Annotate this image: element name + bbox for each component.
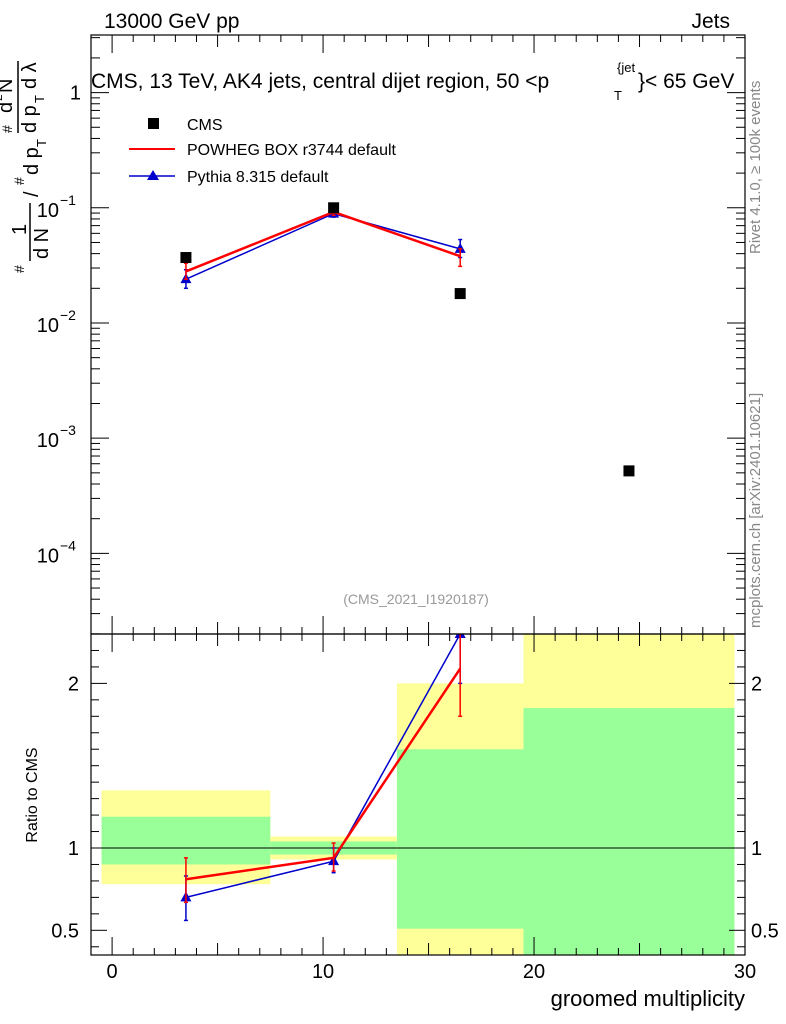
- ylabel-two: 2: [0, 94, 5, 101]
- main-pythia-marker-2: [454, 242, 466, 253]
- ratio-y-axis-label: Ratio to CMS: [24, 747, 41, 842]
- plot-title-main: CMS, 13 TeV, AK4 jets, central dijet reg…: [91, 70, 549, 93]
- main-y-tick-label-base-3: 10: [37, 200, 59, 222]
- main-cms-marker-2: [454, 288, 466, 300]
- ratio-panel: 0.5 0.51 12 20 10 20 30: [51, 633, 779, 983]
- ylabel-hash-1: #: [11, 265, 27, 273]
- main-y-tick-label-exp-1: −3: [60, 422, 76, 438]
- ylabel-d: d: [0, 102, 17, 113]
- x-tick-label-2: 20: [523, 961, 545, 983]
- ratio-band-inner-0: [101, 816, 271, 865]
- main-pythia-line: [185, 212, 461, 280]
- main-y-tick-label-base-2: 10: [37, 315, 59, 337]
- main-y-tick-label-base-1: 10: [37, 430, 59, 452]
- main-powheg-line: [185, 210, 461, 273]
- ylabel-dn: d N: [31, 228, 53, 259]
- ratio-band-inner-2: [396, 749, 524, 929]
- ratio-y-tick-label-1: 1: [68, 838, 79, 860]
- ylabel-n: N: [0, 79, 17, 93]
- main-y-tick-label-exp-3: −1: [60, 192, 76, 208]
- legend-pythia-marker: [147, 170, 159, 180]
- ratio-y-tick-label-right-0: 0.5: [751, 920, 779, 942]
- x-tick-label-0: 0: [107, 961, 118, 983]
- mcplots-url-label: mcplots.cern.ch [arXiv:2401.10621]: [747, 393, 764, 628]
- ylabel-dpt-2: d p: [19, 105, 41, 133]
- ylabel-hash-2: #: [11, 177, 27, 185]
- main-cms-marker-3: [623, 465, 635, 477]
- x-tick-label-3: 30: [734, 961, 756, 983]
- plot-title-subscript: T: [614, 88, 622, 103]
- main-y-axis-label: # 1 d N / # d p T # d 2 N d p T d λ: [0, 61, 53, 273]
- main-y-tick-label-4: 1: [70, 83, 81, 105]
- x-axis-label: groomed multiplicity: [551, 986, 745, 1011]
- ylabel-dlambda: d λ: [19, 62, 41, 89]
- ylabel-slash: /: [21, 191, 43, 197]
- main-y-tick-label-exp-2: −2: [60, 307, 76, 323]
- main-cms-marker-1: [328, 202, 340, 214]
- main-cms-marker-0: [180, 252, 192, 264]
- ylabel-t-sub-1: T: [34, 139, 49, 147]
- header-energy-label: 13000 GeV pp: [104, 10, 239, 33]
- ylabel-one: 1: [9, 224, 31, 235]
- main-y-tick-label-base-0: 10: [37, 545, 59, 567]
- plot-title-superscript: {jet: [617, 60, 635, 75]
- legend: CMS POWHEG BOX r3744 default Pythia 8.31…: [129, 117, 397, 186]
- ratio-y-tick-label-0: 0.5: [51, 920, 79, 942]
- legend-cms-label: CMS: [187, 117, 223, 134]
- legend-powheg-label: POWHEG BOX r3744 default: [187, 142, 397, 159]
- main-panel: 10 −410 −310 −210 −11: [37, 34, 746, 635]
- header-category-label: Jets: [691, 10, 730, 33]
- ratio-y-tick-label-right-1: 1: [751, 838, 762, 860]
- analysis-id-label: (CMS_2021_I1920187): [343, 591, 489, 607]
- x-tick-label-1: 10: [312, 961, 334, 983]
- ratio-band-inner-3: [523, 708, 735, 955]
- legend-cms-marker: [148, 118, 159, 129]
- ratio-y-tick-label-2: 2: [68, 673, 79, 695]
- rivet-version-label: Rivet 4.1.0, ≥ 100k events: [747, 81, 764, 254]
- ylabel-t-sub-2: T: [32, 95, 47, 103]
- ylabel-hash-3: #: [0, 125, 15, 133]
- ratio-y-tick-label-right-2: 2: [751, 673, 762, 695]
- ratio-series-group: [180, 634, 466, 922]
- legend-pythia-label: Pythia 8.315 default: [187, 169, 329, 186]
- ylabel-dpt: d p: [21, 147, 43, 175]
- plot-title-suffix: }< 65 GeV: [638, 70, 734, 93]
- plot-title: CMS, 13 TeV, AK4 jets, central dijet reg…: [91, 60, 734, 103]
- main-y-tick-label-exp-0: −4: [60, 537, 76, 553]
